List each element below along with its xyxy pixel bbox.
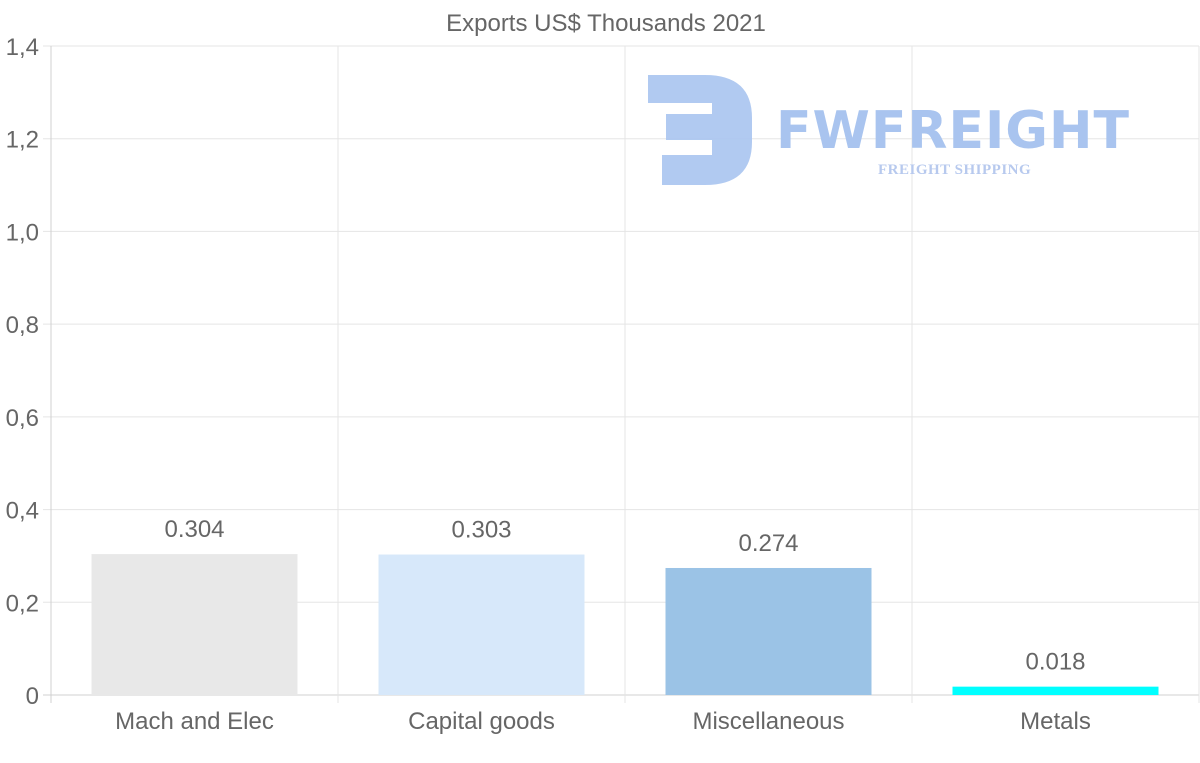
data-label: 0.304: [164, 516, 224, 543]
bars-layer: [91, 554, 1159, 695]
y-tick-label: 1,2: [6, 127, 39, 154]
bar: [378, 554, 585, 695]
y-tick-label: 0,2: [6, 590, 39, 617]
x-tick-label: Miscellaneous: [692, 708, 844, 735]
y-tick-label: 0,6: [6, 405, 39, 432]
y-tick-label: 0,4: [6, 498, 39, 525]
watermark-brand: FWFREIGHT: [776, 101, 1130, 161]
value-labels-layer: 0.304 0.303 0.274 0.018: [164, 516, 1085, 676]
y-tick-label: 1,4: [6, 34, 39, 61]
x-axis: Mach and Elec Capital goods Miscellaneous M…: [115, 708, 1091, 735]
y-axis: 0 0,2 0,4 0,6 0,8 1,0 1,2 1,4: [6, 34, 39, 710]
watermark-tagline: FREIGHT SHIPPING: [878, 162, 1031, 178]
y-tick-label: 1,0: [6, 219, 39, 246]
y-tick-label: 0,8: [6, 312, 39, 339]
y-tick-label: 0: [26, 683, 39, 710]
watermark: FWFREIGHT FREIGHT SHIPPING: [648, 75, 1130, 185]
x-tick-label: Mach and Elec: [115, 708, 274, 735]
bar: [952, 686, 1159, 695]
bar: [665, 567, 872, 695]
fw-logo-icon: [648, 75, 752, 185]
data-label: 0.018: [1025, 649, 1085, 676]
data-label: 0.274: [738, 530, 798, 557]
data-label: 0.303: [451, 517, 511, 544]
bar: [91, 554, 298, 695]
x-tick-label: Capital goods: [408, 708, 555, 735]
x-tick-label: Metals: [1020, 708, 1091, 735]
chart-title: Exports US$ Thousands 2021: [446, 10, 766, 37]
